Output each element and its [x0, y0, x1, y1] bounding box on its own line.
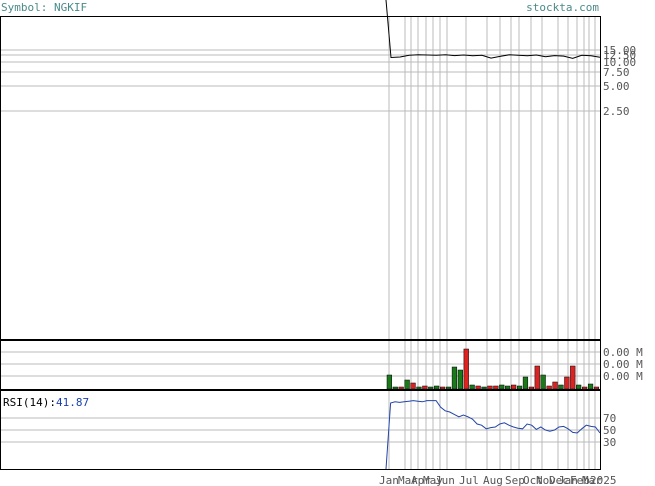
- volume-bar: [540, 374, 546, 390]
- price-series: [385, 0, 601, 59]
- price-tick-label: 15.00: [603, 44, 636, 57]
- rsi-title: RSI(14):41.87: [3, 396, 89, 409]
- volume-bar: [392, 386, 398, 390]
- x-tick-label: Aug: [483, 474, 503, 486]
- volume-series: [386, 348, 600, 390]
- rsi-panel-frame: [0, 390, 601, 470]
- rsi-series: [385, 400, 601, 470]
- volume-bar: [505, 385, 511, 390]
- x-tick-label: Jan: [379, 474, 399, 486]
- volume-bar: [386, 374, 392, 390]
- volume-bar: [570, 365, 576, 390]
- price-panel-frame: [0, 16, 601, 340]
- volume-bar: [528, 386, 534, 390]
- volume-bar: [428, 386, 434, 390]
- volume-bar: [522, 376, 529, 390]
- volume-bar: [422, 385, 428, 390]
- volume-bar: [451, 366, 458, 390]
- price-tick-label: 12.50: [603, 49, 636, 62]
- x-tick-label: Mar: [398, 474, 418, 486]
- price-tick-label: 10.00: [603, 56, 636, 69]
- volume-bar: [558, 384, 564, 390]
- volume-bar: [552, 381, 558, 390]
- volume-bar: [457, 369, 463, 390]
- volume-bar: [445, 386, 452, 390]
- volume-tick-label: 0.00 M: [603, 358, 643, 371]
- price-tick-label: 7.50: [603, 66, 630, 79]
- x-tick-label: Oct: [523, 474, 543, 486]
- symbol-label: Symbol: NGKIF: [1, 1, 87, 14]
- x-tick-label: Jul: [459, 474, 479, 486]
- x-tick-label: Jun: [435, 474, 455, 486]
- volume-bar: [511, 384, 517, 390]
- price-line: [385, 0, 601, 59]
- volume-bar: [463, 348, 469, 390]
- volume-bar: [398, 386, 404, 390]
- rsi-tick-label: 70: [603, 412, 616, 425]
- rsi-tick-label: 50: [603, 424, 616, 437]
- rsi-line: [385, 400, 601, 470]
- volume-bar: [475, 385, 481, 390]
- volume-bar: [487, 385, 493, 390]
- x-tick-label: Jan: [558, 474, 578, 486]
- volume-bar: [440, 386, 446, 390]
- volume-bar: [576, 384, 582, 390]
- volume-bar: [587, 383, 594, 390]
- x-tick-label: Dec: [549, 474, 569, 486]
- grid-lines: [1, 17, 600, 469]
- volume-bar: [582, 386, 588, 390]
- volume-bar: [499, 384, 505, 390]
- volume-tick-label: 0.00 M: [603, 346, 643, 359]
- volume-bar: [481, 386, 487, 390]
- price-tick-label: 2.50: [603, 105, 630, 118]
- volume-bar: [564, 376, 570, 390]
- volume-bar: [434, 385, 440, 390]
- volume-bar: [416, 386, 422, 390]
- volume-bar: [546, 385, 552, 390]
- rsi-tick-label: 30: [603, 436, 616, 449]
- volume-bar: [534, 365, 540, 390]
- volume-tick-label: 0.00 M: [603, 370, 643, 383]
- volume-bar: [410, 382, 416, 390]
- x-tick-label: Mar: [582, 474, 602, 486]
- volume-bar: [593, 386, 600, 390]
- rsi-current-value: 41.87: [56, 396, 89, 409]
- rsi-title-label: RSI(14):: [3, 396, 56, 409]
- x-tick-label: Feb: [570, 474, 590, 486]
- x-tick-label: May: [423, 474, 443, 486]
- volume-bar: [516, 385, 523, 390]
- volume-bar: [404, 379, 410, 390]
- site-label: stockta.com: [526, 1, 599, 14]
- x-tick-label: Apr: [411, 474, 431, 486]
- volume-panel-frame: [0, 340, 601, 390]
- volume-bar: [469, 384, 475, 390]
- price-tick-label: 5.00: [603, 80, 630, 93]
- x-tick-label: Nov: [536, 474, 556, 486]
- volume-bar: [493, 385, 499, 390]
- x-tick-label: Sep: [505, 474, 525, 486]
- x-tick-label: 2025: [590, 474, 617, 486]
